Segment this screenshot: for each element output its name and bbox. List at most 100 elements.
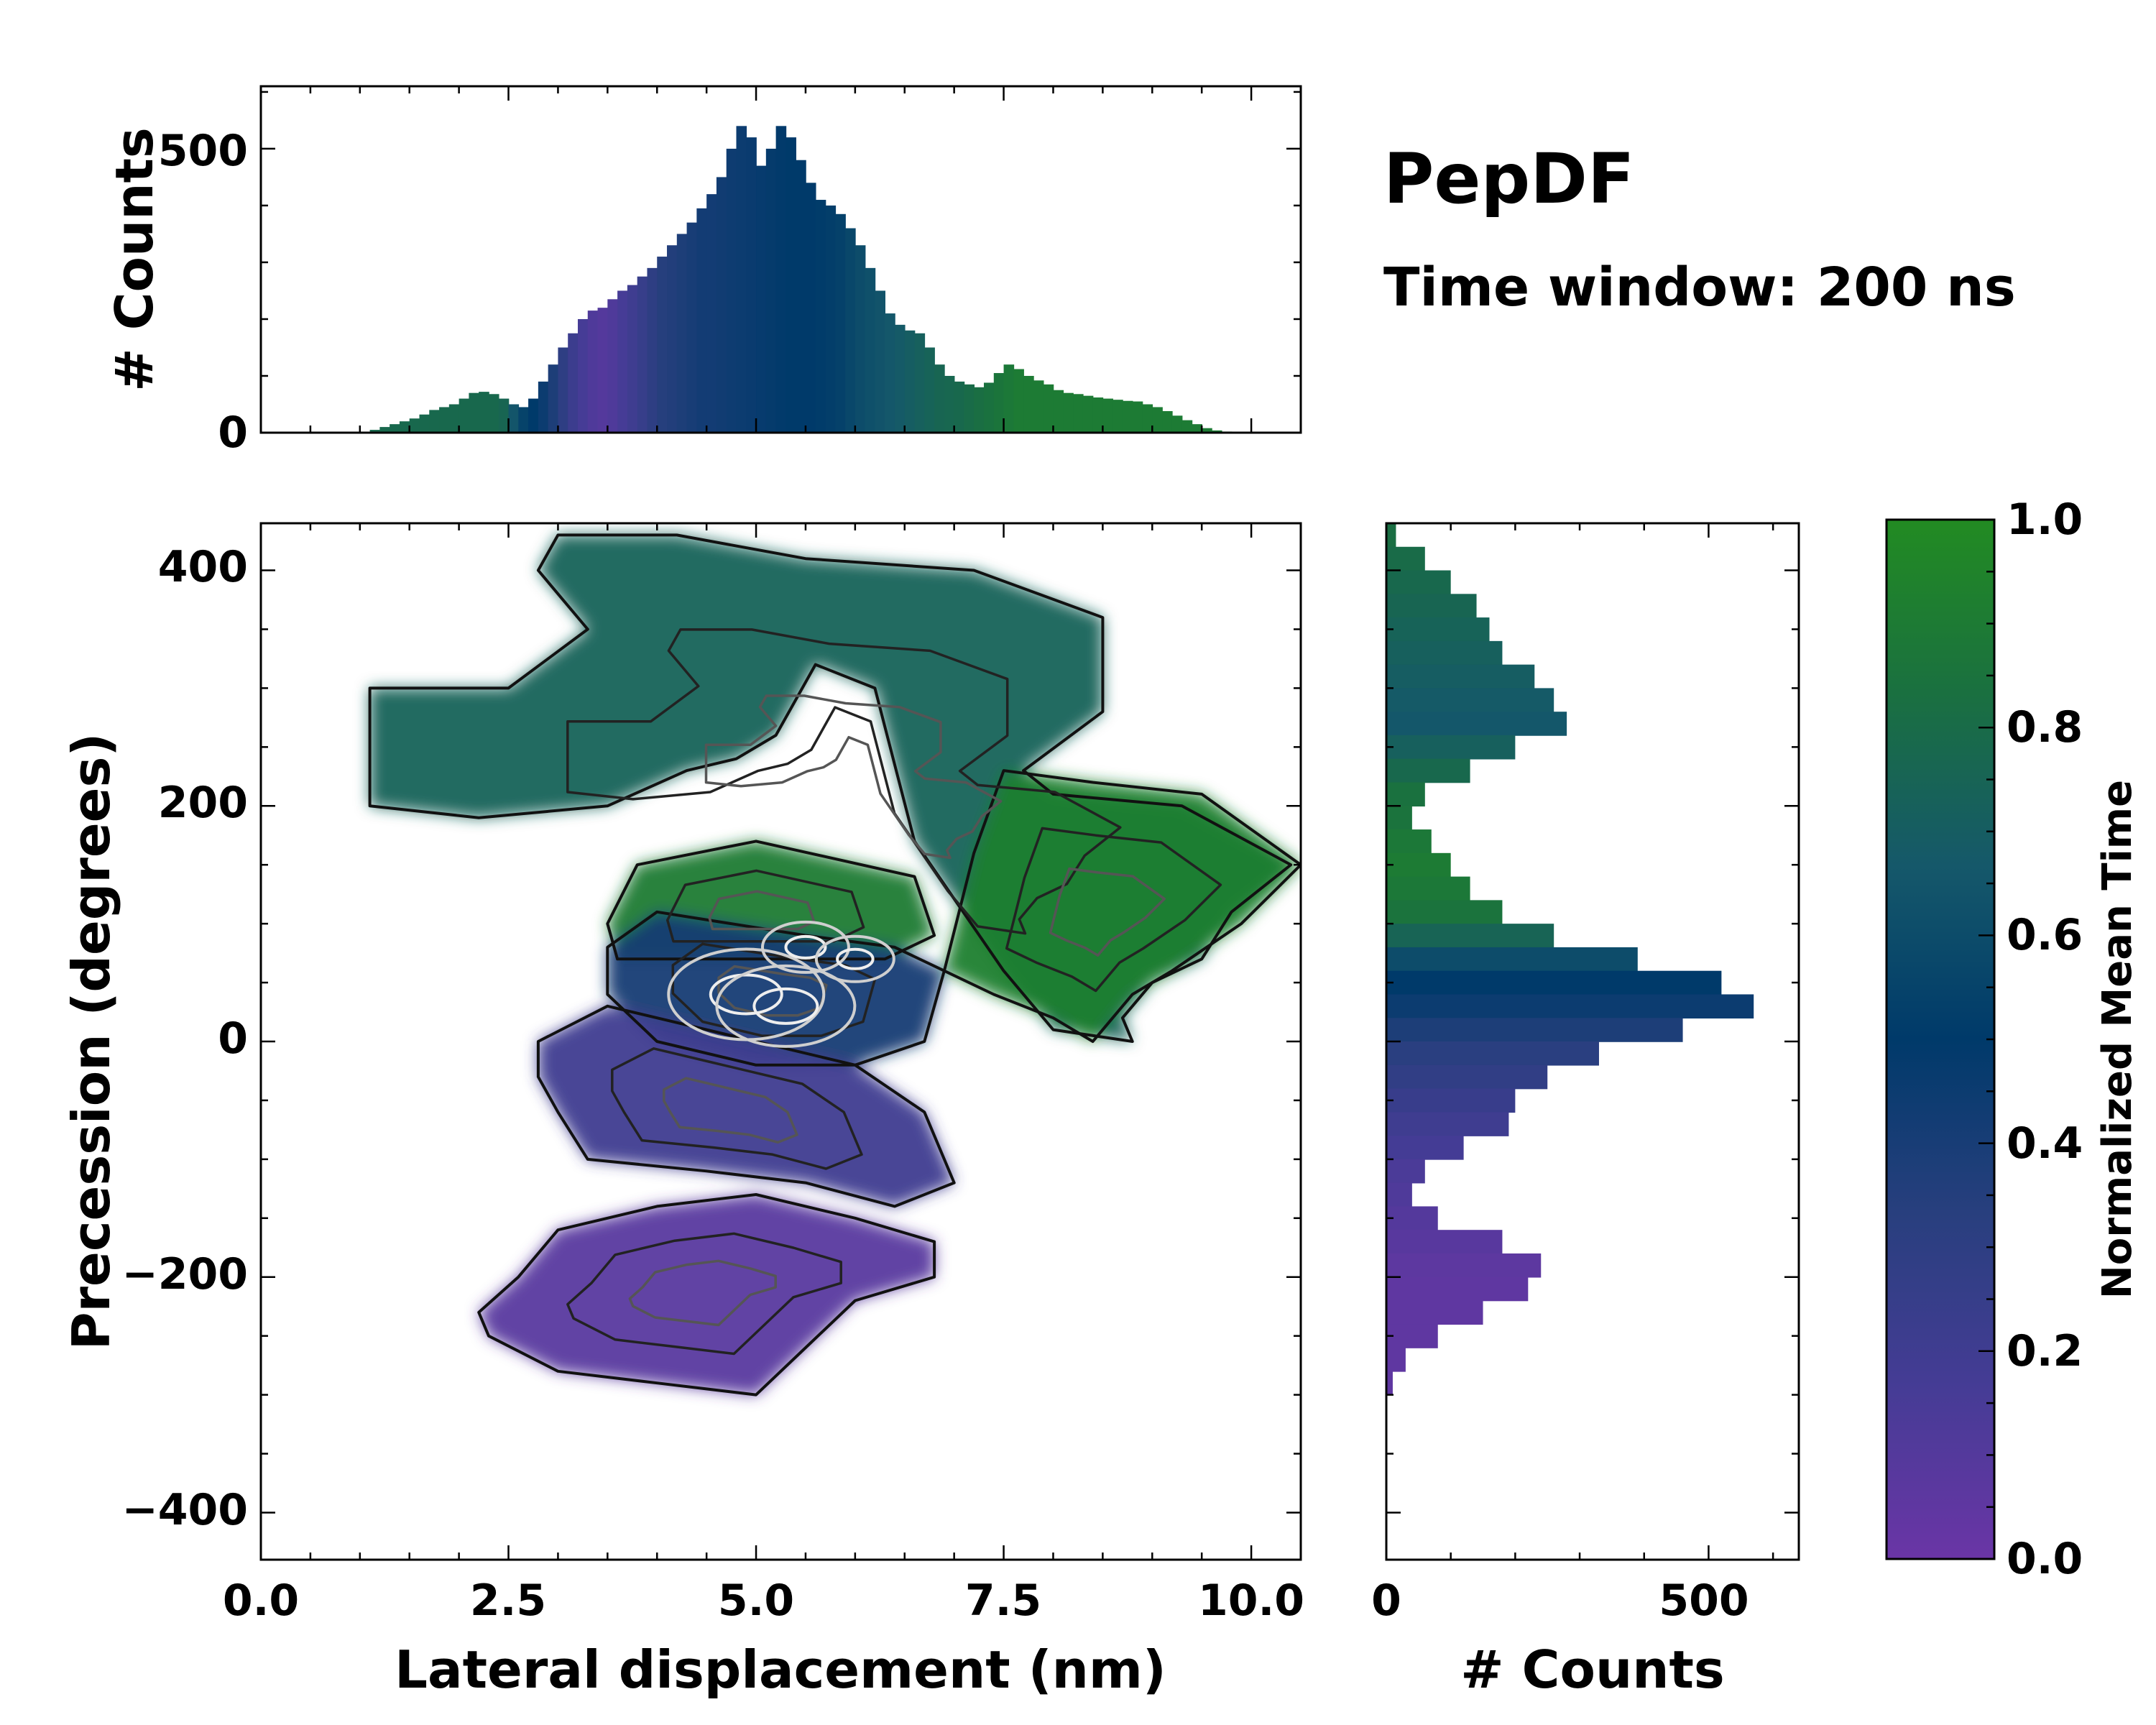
top-histogram-bar — [1171, 415, 1183, 433]
top-histogram-bar — [815, 200, 826, 433]
colorbar-tick-label-0-8: 0.8 — [2007, 702, 2083, 753]
right-histogram-bar — [1386, 1041, 1599, 1066]
right-histogram-bars — [1386, 523, 1754, 1396]
top-histogram-bar — [875, 290, 885, 433]
top-histogram-bar — [1033, 380, 1044, 433]
main-ytick-label-neg200: −200 — [121, 1249, 248, 1300]
top-histogram-bar — [548, 364, 559, 433]
top-histogram-bar — [805, 183, 816, 433]
top-histogram-bar — [1013, 369, 1024, 433]
main-xtick-label-0: 0.0 — [223, 1576, 299, 1626]
top-histogram-bar — [419, 414, 430, 433]
right-histogram-bar — [1386, 570, 1451, 595]
top-histogram-frame — [259, 85, 1302, 434]
top-histogram-bar — [993, 373, 1005, 433]
density-outline-central-green-cap — [606, 840, 936, 961]
right-histogram-bar — [1386, 1018, 1683, 1042]
top-histogram-bar — [1192, 424, 1202, 433]
top-histogram-bar — [964, 384, 975, 433]
top-histogram-bar — [854, 245, 866, 433]
right-histogram-bar — [1386, 546, 1425, 571]
top-histogram-bar — [825, 205, 837, 433]
top-histogram-bar — [944, 375, 955, 433]
top-histogram-bar — [448, 404, 460, 433]
top-histogram-bar — [934, 364, 945, 433]
colorbar-gradient — [1886, 520, 1994, 1559]
main-ylabel: Precession (degrees) — [61, 733, 121, 1351]
top-histogram-bar — [765, 148, 777, 433]
right-histogram-bar — [1386, 688, 1554, 712]
right-histogram-bar — [1386, 994, 1754, 1019]
right-histogram-bar — [1386, 1159, 1425, 1184]
top-histogram-bar — [865, 267, 876, 433]
figure-title: PepDF — [1383, 139, 1634, 219]
density-contour-central-green-cap — [665, 869, 865, 943]
top-histogram-bar — [736, 126, 747, 433]
top-histogram-bar — [726, 148, 737, 433]
top-histogram-bar — [1142, 404, 1153, 433]
right-histogram-ticks — [1385, 523, 1799, 1560]
right-histogram-xlabel: # Counts — [1460, 1639, 1725, 1700]
top-histogram-bar — [954, 381, 965, 433]
right-histogram-bar — [1386, 664, 1535, 689]
right-xtick-label-500: 500 — [1659, 1576, 1749, 1626]
colorbar-ticks — [1978, 518, 1994, 1560]
top-histogram-bar — [390, 424, 400, 433]
figure-subtitle: Time window: 200 ns — [1383, 257, 2016, 318]
top-histogram-bar — [647, 267, 658, 433]
top-histogram-bar — [479, 392, 489, 433]
annotation: PepDF Time window: 200 ns — [1383, 139, 2016, 318]
top-histogram-bar — [1112, 400, 1123, 433]
right-histogram-bar — [1386, 876, 1470, 901]
right-histogram-bar — [1386, 947, 1638, 972]
top-histogram-bar — [904, 330, 916, 433]
right-histogram-bar — [1386, 617, 1490, 642]
top-histogram-bar — [1082, 395, 1094, 433]
density-contour-bottom-lobe — [566, 1232, 842, 1356]
top-histogram-bar — [1053, 390, 1064, 433]
top-histogram-ticks — [259, 86, 1302, 434]
top-histogram-bar — [667, 245, 678, 433]
right-histogram-bar — [1386, 1230, 1503, 1254]
density-hotspot-contour — [814, 934, 895, 983]
right-histogram-bar — [1386, 1300, 1483, 1325]
right-histogram-bar — [1386, 523, 1396, 548]
top-histogram-bar — [459, 398, 470, 433]
top-histogram-bar — [746, 137, 757, 433]
top-histogram-bar — [1122, 400, 1133, 433]
top-histogram-bar — [696, 208, 707, 433]
density-outline-bottom-lobe — [477, 1193, 936, 1397]
top-histogram-bar — [528, 398, 539, 433]
main-ytick-label-neg400: −400 — [121, 1485, 248, 1535]
top-histogram-bar — [488, 394, 499, 433]
right-histogram-bar — [1386, 1182, 1412, 1208]
main-xlabel: Lateral displacement (nm) — [395, 1639, 1166, 1700]
main-density-ticks — [259, 523, 1302, 1560]
density-contour-lower-purple-core — [663, 1077, 798, 1144]
right-xtick-label-0: 0 — [1371, 1576, 1401, 1626]
density-contour-upper-right-lobe — [1005, 827, 1222, 993]
top-histogram-bar — [775, 126, 787, 433]
top-histogram-bar — [1162, 410, 1173, 433]
top-histogram-bar — [1023, 375, 1034, 433]
top-histogram-bar — [369, 430, 381, 433]
top-histogram-bar — [686, 222, 698, 433]
top-histogram-bar — [1152, 407, 1163, 433]
density-contours — [566, 628, 1222, 1356]
density-contour-lower-purple-core — [611, 1047, 863, 1170]
right-histogram-bar — [1386, 782, 1425, 807]
colorbar-tick-label-0-6: 0.6 — [2007, 910, 2083, 960]
density-contour-central-blue-core — [671, 942, 877, 1037]
colorbar-tick-label-0-2: 0.2 — [2007, 1326, 2083, 1376]
main-xtick-label-5: 5.0 — [718, 1576, 794, 1626]
main-ytick-labels: −400 −200 0 200 400 — [121, 542, 248, 1535]
density-outline-lower-purple-core — [536, 1004, 956, 1208]
right-histogram-bar — [1386, 829, 1432, 854]
right-histogram-bar — [1386, 1064, 1548, 1090]
density-region-bottom-lobe — [479, 1195, 935, 1395]
right-histogram-bar — [1386, 594, 1477, 618]
top-histogram-bar — [617, 290, 628, 433]
top-histogram-bar — [706, 194, 717, 433]
top-histogram-bar — [716, 177, 727, 433]
density-hotspot-contour-inner — [784, 934, 827, 960]
